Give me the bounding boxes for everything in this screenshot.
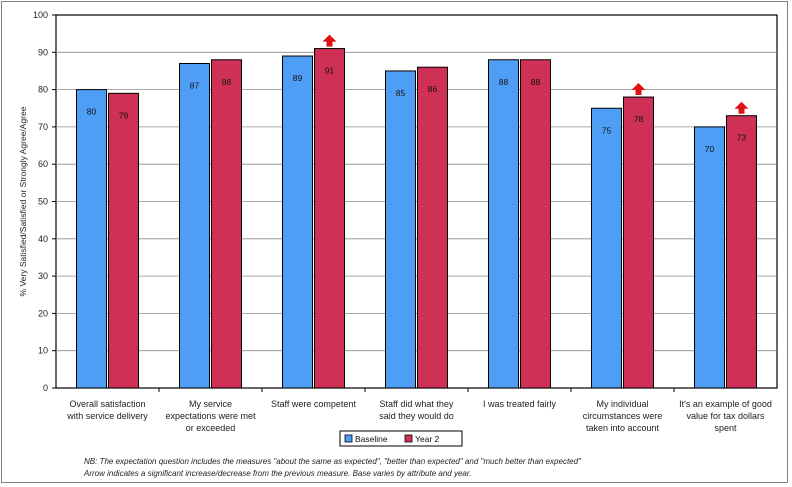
legend-label: Year 2	[415, 434, 440, 444]
footnote: Arrow indicates a significant increase/d…	[83, 469, 471, 478]
x-category-label: Staff did what they	[380, 399, 454, 409]
bar-year-2	[314, 48, 345, 389]
bar-year-2	[623, 96, 654, 389]
y-tick-label: 50	[38, 197, 48, 207]
y-tick-label: 0	[43, 383, 48, 393]
bar-baseline	[488, 59, 519, 389]
legend-swatch-year-2	[404, 434, 413, 443]
data-label: 86	[428, 84, 438, 94]
data-label: 73	[737, 133, 747, 143]
y-tick-label: 60	[38, 159, 48, 169]
data-label: 88	[499, 77, 509, 87]
bar-year-2	[108, 92, 139, 389]
data-label: 89	[293, 73, 303, 83]
bar-year-2	[520, 59, 551, 389]
significant-increase-arrow	[631, 83, 646, 96]
legend-label: Baseline	[355, 434, 388, 444]
bar-year-2	[211, 59, 242, 389]
x-category-label: It's an example of good	[679, 399, 772, 409]
bar-baseline	[282, 55, 313, 389]
y-tick-label: 100	[33, 10, 48, 20]
data-label: 91	[325, 66, 335, 76]
bar-year-2	[726, 115, 757, 389]
bar-baseline	[76, 89, 107, 389]
y-tick-label: 70	[38, 122, 48, 132]
footnote: NB: The expectation question includes th…	[84, 457, 582, 466]
y-tick-label: 30	[38, 271, 48, 281]
y-tick-label: 10	[38, 346, 48, 356]
bar-baseline	[385, 70, 416, 389]
x-category-label: or exceeded	[186, 423, 236, 433]
x-category-label: circumstances were	[583, 411, 663, 421]
bar-year-2	[417, 66, 448, 389]
legend-box	[339, 430, 463, 447]
x-category-label: with service delivery	[66, 411, 148, 421]
significant-increase-arrow	[734, 101, 749, 114]
data-label: 70	[705, 144, 715, 154]
data-label: 88	[222, 77, 232, 87]
y-tick-label: 40	[38, 234, 48, 244]
data-label: 87	[190, 80, 200, 90]
x-category-label: My individual	[596, 399, 648, 409]
bar-baseline	[694, 126, 725, 389]
y-tick-label: 20	[38, 308, 48, 318]
y-axis-title: % Very Satisfied/Satisfied or Strongly A…	[18, 106, 28, 296]
x-category-label: Overall satisfaction	[69, 399, 145, 409]
y-tick-label: 80	[38, 85, 48, 95]
y-tick-label: 90	[38, 47, 48, 57]
legend-swatch-baseline	[344, 434, 353, 443]
bar-baseline	[179, 62, 210, 389]
x-category-label: taken into account	[586, 423, 660, 433]
x-category-label: value for tax dollars	[686, 411, 765, 421]
data-label: 88	[531, 77, 541, 87]
x-category-label: spent	[714, 423, 737, 433]
significant-increase-arrow	[322, 34, 337, 47]
x-category-label: My service	[189, 399, 232, 409]
data-label: 78	[634, 114, 644, 124]
x-category-label: Staff were competent	[271, 399, 356, 409]
data-label: 85	[396, 88, 406, 98]
data-label: 80	[87, 107, 97, 117]
x-category-label: expectations were met	[165, 411, 256, 421]
x-category-label: I was treated fairly	[483, 399, 557, 409]
data-label: 75	[602, 125, 612, 135]
data-label: 79	[119, 110, 129, 120]
x-category-label: said they would do	[379, 411, 454, 421]
bar-baseline	[591, 107, 622, 389]
